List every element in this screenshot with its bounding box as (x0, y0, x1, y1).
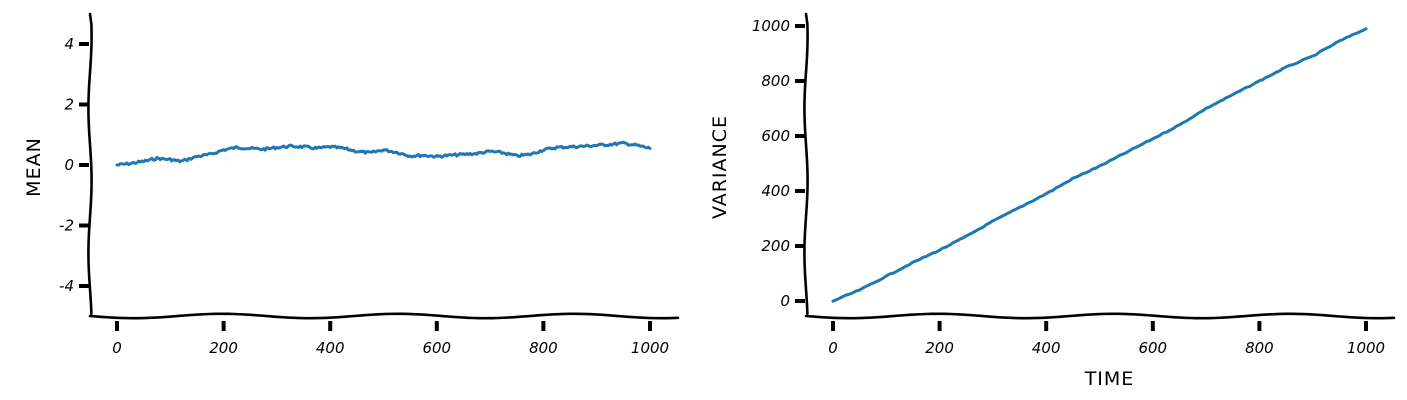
x-tick-label: 400 (1032, 339, 1061, 357)
x-tick-label: 200 (209, 339, 238, 357)
variance-panel: 0 200 400 600 800 1000 0 200 400 600 800 1000 VARIAN… (709, 12, 1396, 390)
y-tick-label: -2 (59, 217, 74, 235)
x-tick-label: 600 (1138, 339, 1167, 357)
y-tick-label: 600 (761, 127, 790, 145)
y-tick-label: 4 (64, 35, 74, 53)
y-tick-label: 0 (64, 156, 74, 174)
y-axis-line (803, 12, 809, 316)
series-line (831, 27, 1368, 303)
y-tick-label: -4 (59, 277, 74, 295)
x-tick-label: 400 (316, 339, 345, 357)
y-axis-label: MEAN (23, 137, 45, 197)
y-tick-label: 0 (780, 292, 790, 310)
x-tick-label: 800 (529, 339, 558, 357)
x-tick-label: 200 (925, 339, 954, 357)
series-line (115, 140, 652, 167)
x-tick-label: 600 (422, 339, 451, 357)
y-axis-label: VARIANCE (709, 115, 731, 219)
x-tick-label: 1000 (631, 339, 669, 357)
x-tick-label: 0 (828, 339, 838, 357)
y-tick-label: 200 (761, 237, 790, 255)
y-axis-line (87, 12, 93, 316)
x-tick-label: 1000 (1347, 339, 1385, 357)
x-tick-label: 0 (112, 339, 122, 357)
x-axis-line (88, 312, 680, 320)
x-tick-label: 800 (1245, 339, 1274, 357)
mean-panel: -4 -2 0 2 4 0 200 400 600 800 1000 MEAN (23, 12, 680, 357)
x-axis-label: TIME (1084, 368, 1135, 390)
y-tick-label: 2 (64, 96, 74, 114)
y-tick-label: 800 (761, 72, 790, 90)
x-axis-line (804, 312, 1396, 320)
y-tick-label: 400 (761, 182, 790, 200)
y-tick-label: 1000 (752, 17, 790, 35)
